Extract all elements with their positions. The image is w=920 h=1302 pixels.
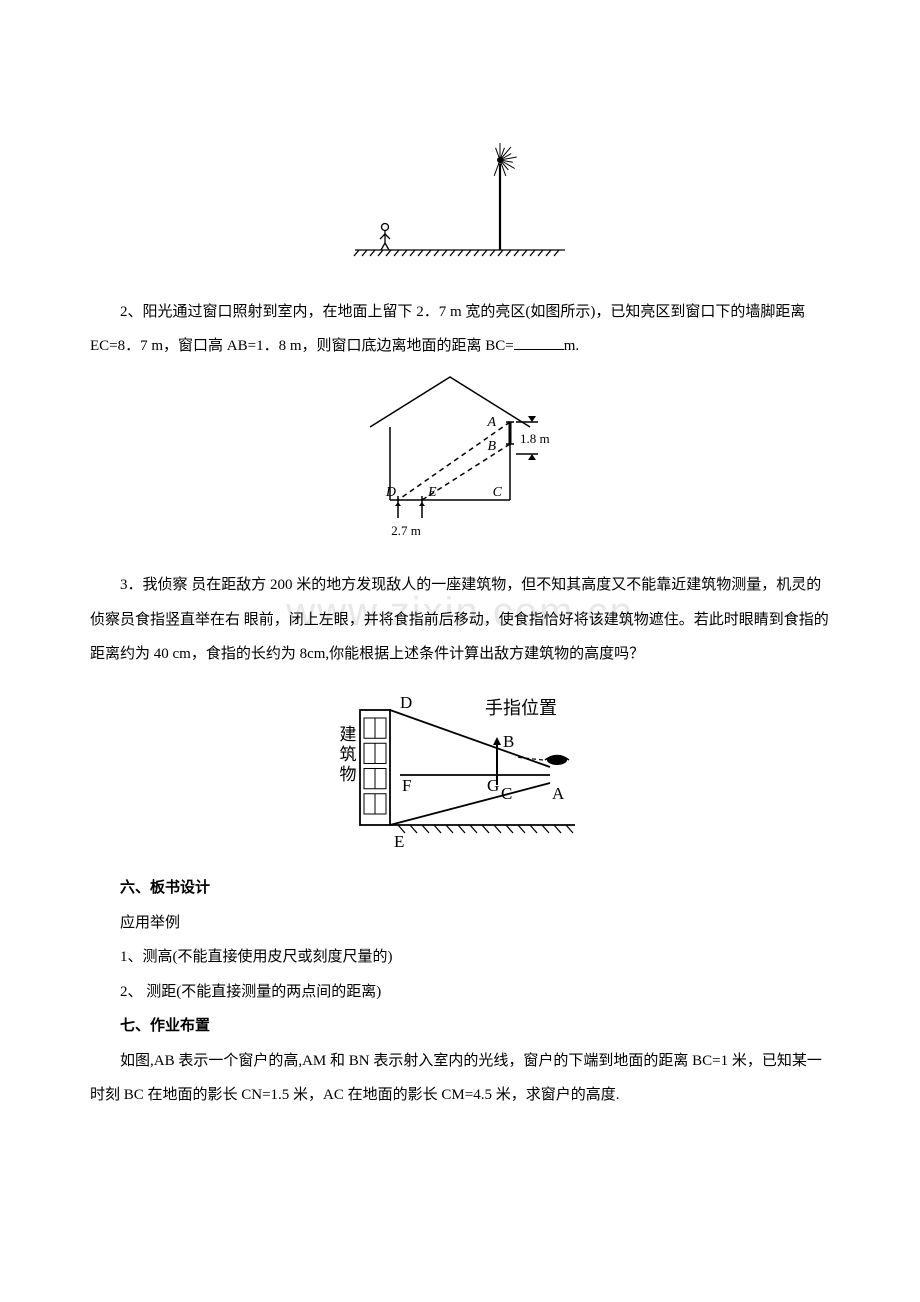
problem-2-prefix: 2、阳光通过窗口照射到室内，在地面上留下 2．7 m 宽的亮区(如图所示)，已知… xyxy=(90,304,805,355)
figure-building-finger: D B C A F G E 手指位置建筑物 xyxy=(335,680,585,850)
svg-text:2.7 m: 2.7 m xyxy=(391,523,421,538)
svg-text:D: D xyxy=(385,485,396,500)
svg-text:A: A xyxy=(486,415,496,430)
figure-person-tree xyxy=(345,138,575,273)
section-6-line-2: 1、测高(不能直接使用皮尺或刻度尺量的) xyxy=(90,940,830,975)
svg-text:E: E xyxy=(427,485,437,500)
svg-text:C: C xyxy=(501,784,512,803)
svg-text:E: E xyxy=(394,832,404,850)
section-6-line-1: 应用举例 xyxy=(90,906,830,941)
section-7-title: 七、作业布置 xyxy=(90,1009,830,1044)
problem-2: 2、阳光通过窗口照射到室内，在地面上留下 2．7 m 宽的亮区(如图所示)，已知… xyxy=(90,295,830,364)
svg-text:G: G xyxy=(487,776,499,795)
svg-text:A: A xyxy=(552,784,565,803)
section-6-title: 六、板书设计 xyxy=(90,871,830,906)
svg-text:C: C xyxy=(493,485,503,500)
svg-text:物: 物 xyxy=(340,765,357,784)
problem-2-suffix: m. xyxy=(564,338,579,354)
blank-bc xyxy=(514,334,564,350)
svg-text:手指位置: 手指位置 xyxy=(485,698,557,718)
svg-text:D: D xyxy=(400,693,412,712)
page-content: 2、阳光通过窗口照射到室内，在地面上留下 2．7 m 宽的亮区(如图所示)，已知… xyxy=(0,0,920,1163)
svg-text:F: F xyxy=(402,776,411,795)
problem-3: 3．我侦察 员在距敌方 200 米的地方发现敌人的一座建筑物，但不知其高度又不能… xyxy=(90,568,830,672)
svg-text:筑: 筑 xyxy=(340,745,357,764)
svg-text:B: B xyxy=(487,439,496,454)
figure-3-wrap: D B C A F G E 手指位置建筑物 xyxy=(90,680,830,864)
svg-text:建: 建 xyxy=(340,725,357,744)
section-7-body: 如图,AB 表示一个窗户的高,AM 和 BN 表示射入室内的光线，窗户的下端到地… xyxy=(90,1044,830,1113)
figure-house-window: AB C D E 1.8 m 2.7 m xyxy=(345,372,575,547)
svg-text:1.8 m: 1.8 m xyxy=(520,431,550,446)
section-6-line-3: 2、 测距(不能直接测量的两点间的距离) xyxy=(90,975,830,1010)
figure-2-wrap: AB C D E 1.8 m 2.7 m xyxy=(90,372,830,561)
figure-1-wrap xyxy=(90,138,830,287)
svg-text:B: B xyxy=(503,732,514,751)
